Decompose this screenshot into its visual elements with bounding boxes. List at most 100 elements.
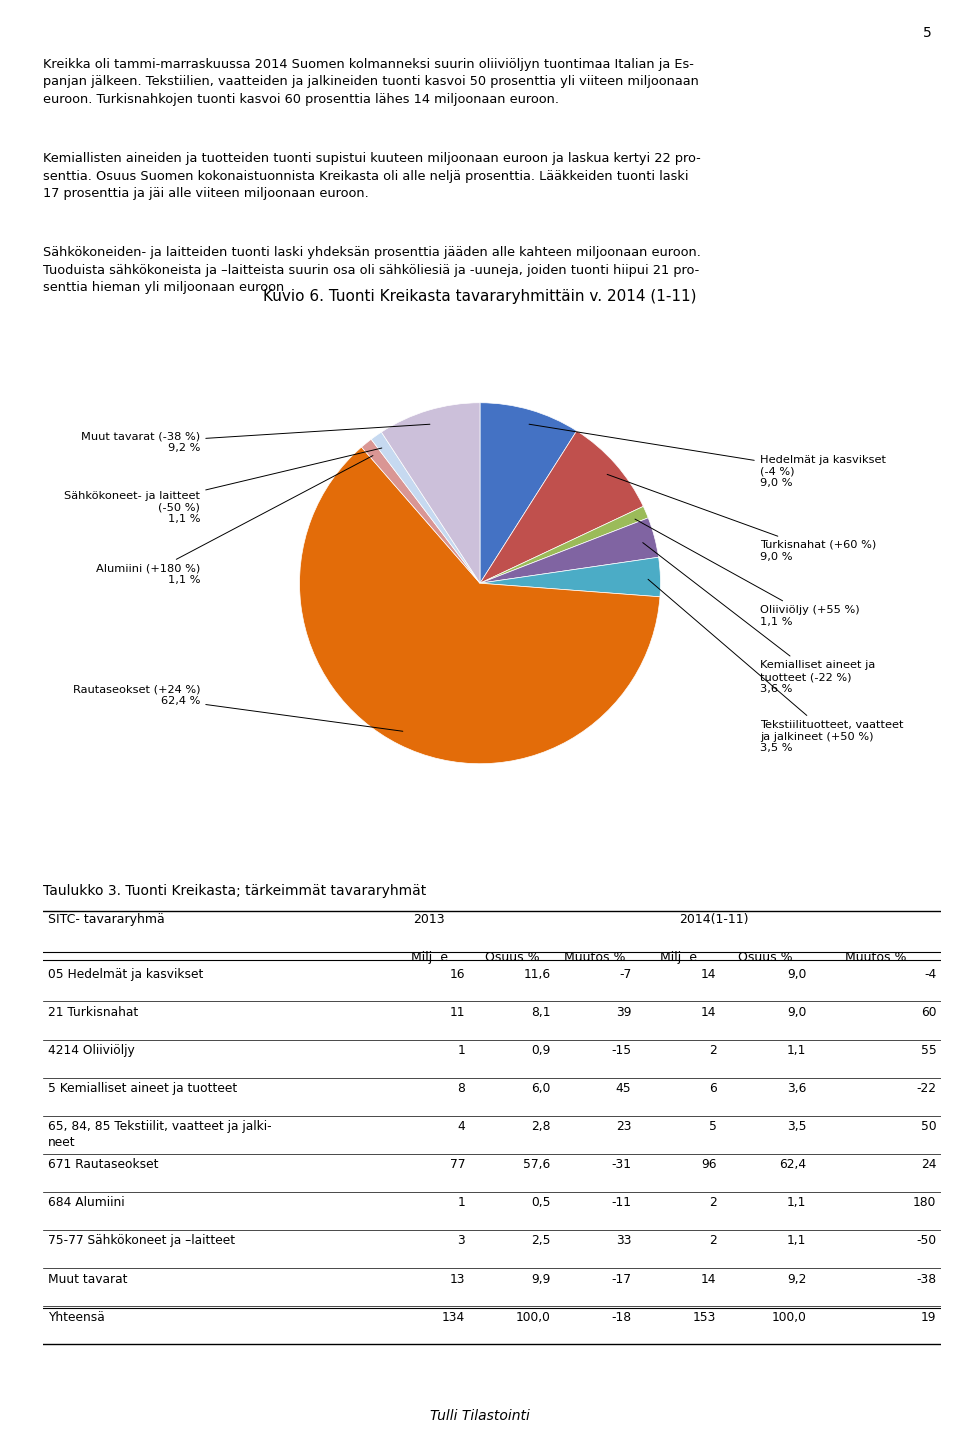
Wedge shape <box>362 439 480 584</box>
Text: 50: 50 <box>921 1120 936 1133</box>
Text: 65, 84, 85 Tekstiilit, vaatteet ja jalki-
neet: 65, 84, 85 Tekstiilit, vaatteet ja jalki… <box>48 1120 272 1149</box>
Text: 21 Turkisnahat: 21 Turkisnahat <box>48 1006 138 1019</box>
Text: 11: 11 <box>449 1006 465 1019</box>
Text: 05 Hedelmät ja kasvikset: 05 Hedelmät ja kasvikset <box>48 968 204 981</box>
Text: -11: -11 <box>612 1197 631 1210</box>
Text: 2: 2 <box>708 1045 716 1058</box>
Text: 1,1: 1,1 <box>787 1235 806 1248</box>
Text: 2: 2 <box>708 1197 716 1210</box>
Text: 62,4: 62,4 <box>779 1158 806 1171</box>
Text: Kemiallisten aineiden ja tuotteiden tuonti supistui kuuteen miljoonaan euroon ja: Kemiallisten aineiden ja tuotteiden tuon… <box>43 152 701 200</box>
Wedge shape <box>480 430 643 584</box>
Text: 180: 180 <box>913 1197 936 1210</box>
Text: 4: 4 <box>457 1120 465 1133</box>
Text: 75-77 Sähkökoneet ja –laitteet: 75-77 Sähkökoneet ja –laitteet <box>48 1235 235 1248</box>
Text: 2: 2 <box>708 1235 716 1248</box>
Text: 0,9: 0,9 <box>531 1045 550 1058</box>
Text: Yhteensä: Yhteensä <box>48 1311 105 1323</box>
Wedge shape <box>372 432 480 584</box>
Text: Rautaseokset (+24 %)
62,4 %: Rautaseokset (+24 %) 62,4 % <box>73 684 403 732</box>
Text: -7: -7 <box>619 968 631 981</box>
Title: Kuvio 6. Tuonti Kreikasta tavararyhmittäin v. 2014 (1-11): Kuvio 6. Tuonti Kreikasta tavararyhmittä… <box>263 290 697 304</box>
Text: Muut tavarat: Muut tavarat <box>48 1272 127 1285</box>
Text: 13: 13 <box>449 1272 465 1285</box>
Text: 1: 1 <box>457 1197 465 1210</box>
Text: 24: 24 <box>921 1158 936 1171</box>
Text: Hedelmät ja kasvikset
(-4 %)
9,0 %: Hedelmät ja kasvikset (-4 %) 9,0 % <box>529 425 886 488</box>
Text: 1: 1 <box>457 1045 465 1058</box>
Text: 23: 23 <box>615 1120 631 1133</box>
Text: 3: 3 <box>457 1235 465 1248</box>
Text: -22: -22 <box>916 1082 936 1095</box>
Text: 8,1: 8,1 <box>531 1006 550 1019</box>
Text: -50: -50 <box>916 1235 936 1248</box>
Text: 0,5: 0,5 <box>531 1197 550 1210</box>
Text: 33: 33 <box>615 1235 631 1248</box>
Text: 77: 77 <box>449 1158 465 1171</box>
Text: -17: -17 <box>612 1272 631 1285</box>
Wedge shape <box>480 506 648 584</box>
Text: -15: -15 <box>611 1045 631 1058</box>
Text: Kemialliset aineet ja
tuotteet (-22 %)
3,6 %: Kemialliset aineet ja tuotteet (-22 %) 3… <box>643 542 875 694</box>
Text: 1,1: 1,1 <box>787 1197 806 1210</box>
Text: -18: -18 <box>611 1311 631 1323</box>
Text: 134: 134 <box>442 1311 465 1323</box>
Text: 3,5: 3,5 <box>786 1120 806 1133</box>
Text: Turkisnahat (+60 %)
9,0 %: Turkisnahat (+60 %) 9,0 % <box>607 474 876 562</box>
Text: Tekstiilituotteet, vaatteet
ja jalkineet (+50 %)
3,5 %: Tekstiilituotteet, vaatteet ja jalkineet… <box>648 580 903 753</box>
Text: Milj. e: Milj. e <box>411 951 447 964</box>
Text: 16: 16 <box>449 968 465 981</box>
Text: Milj. e: Milj. e <box>660 951 697 964</box>
Text: Muut tavarat (-38 %)
9,2 %: Muut tavarat (-38 %) 9,2 % <box>82 425 430 454</box>
Text: Oliiviöljy (+55 %)
1,1 %: Oliiviöljy (+55 %) 1,1 % <box>635 519 859 626</box>
Text: Kreikka oli tammi-marraskuussa 2014 Suomen kolmanneksi suurin oliiviöljyn tuonti: Kreikka oli tammi-marraskuussa 2014 Suom… <box>43 58 699 106</box>
Text: 8: 8 <box>457 1082 465 1095</box>
Text: Tulli Tilastointi: Tulli Tilastointi <box>430 1408 530 1423</box>
Text: 14: 14 <box>701 1272 716 1285</box>
Text: SITC- tavararyhmä: SITC- tavararyhmä <box>48 913 164 926</box>
Text: 9,0: 9,0 <box>787 968 806 981</box>
Text: Sähkökoneiden- ja laitteiden tuonti laski yhdeksän prosenttia jääden alle kahtee: Sähkökoneiden- ja laitteiden tuonti lask… <box>43 246 701 294</box>
Text: -38: -38 <box>916 1272 936 1285</box>
Text: 4214 Oliiviöljy: 4214 Oliiviöljy <box>48 1045 134 1058</box>
Text: 5: 5 <box>708 1120 716 1133</box>
Text: Taulukko 3. Tuonti Kreikasta; tärkeimmät tavararyhmät: Taulukko 3. Tuonti Kreikasta; tärkeimmät… <box>43 884 426 898</box>
Text: 55: 55 <box>921 1045 936 1058</box>
Text: 57,6: 57,6 <box>523 1158 550 1171</box>
Text: 6,0: 6,0 <box>531 1082 550 1095</box>
Text: Osuus %: Osuus % <box>485 951 540 964</box>
Text: 100,0: 100,0 <box>771 1311 806 1323</box>
Text: 14: 14 <box>701 1006 716 1019</box>
Text: 9,0: 9,0 <box>787 1006 806 1019</box>
Text: 2,8: 2,8 <box>531 1120 550 1133</box>
Text: Sähkökoneet- ja laitteet
(-50 %)
1,1 %: Sähkökoneet- ja laitteet (-50 %) 1,1 % <box>64 448 382 525</box>
Wedge shape <box>480 517 659 584</box>
Text: 19: 19 <box>921 1311 936 1323</box>
Wedge shape <box>300 448 660 764</box>
Text: 14: 14 <box>701 968 716 981</box>
Text: 100,0: 100,0 <box>516 1311 550 1323</box>
Text: 153: 153 <box>693 1311 716 1323</box>
Wedge shape <box>381 403 480 584</box>
Text: Muutos %: Muutos % <box>564 951 626 964</box>
Text: 39: 39 <box>615 1006 631 1019</box>
Text: Alumiini (+180 %)
1,1 %: Alumiini (+180 %) 1,1 % <box>96 455 372 585</box>
Text: -31: -31 <box>612 1158 631 1171</box>
Text: 1,1: 1,1 <box>787 1045 806 1058</box>
Text: -4: -4 <box>924 968 936 981</box>
Wedge shape <box>480 403 577 584</box>
Text: 5 Kemialliset aineet ja tuotteet: 5 Kemialliset aineet ja tuotteet <box>48 1082 237 1095</box>
Text: 11,6: 11,6 <box>523 968 550 981</box>
Text: Muutos %: Muutos % <box>845 951 906 964</box>
Text: 2014(1-11): 2014(1-11) <box>680 913 749 926</box>
Text: 9,9: 9,9 <box>531 1272 550 1285</box>
Text: 2,5: 2,5 <box>531 1235 550 1248</box>
Wedge shape <box>480 558 660 597</box>
Text: 45: 45 <box>615 1082 631 1095</box>
Text: 3,6: 3,6 <box>787 1082 806 1095</box>
Text: 60: 60 <box>921 1006 936 1019</box>
Text: 684 Alumiini: 684 Alumiini <box>48 1197 124 1210</box>
Text: 6: 6 <box>708 1082 716 1095</box>
Text: 9,2: 9,2 <box>787 1272 806 1285</box>
Text: 5: 5 <box>923 26 931 41</box>
